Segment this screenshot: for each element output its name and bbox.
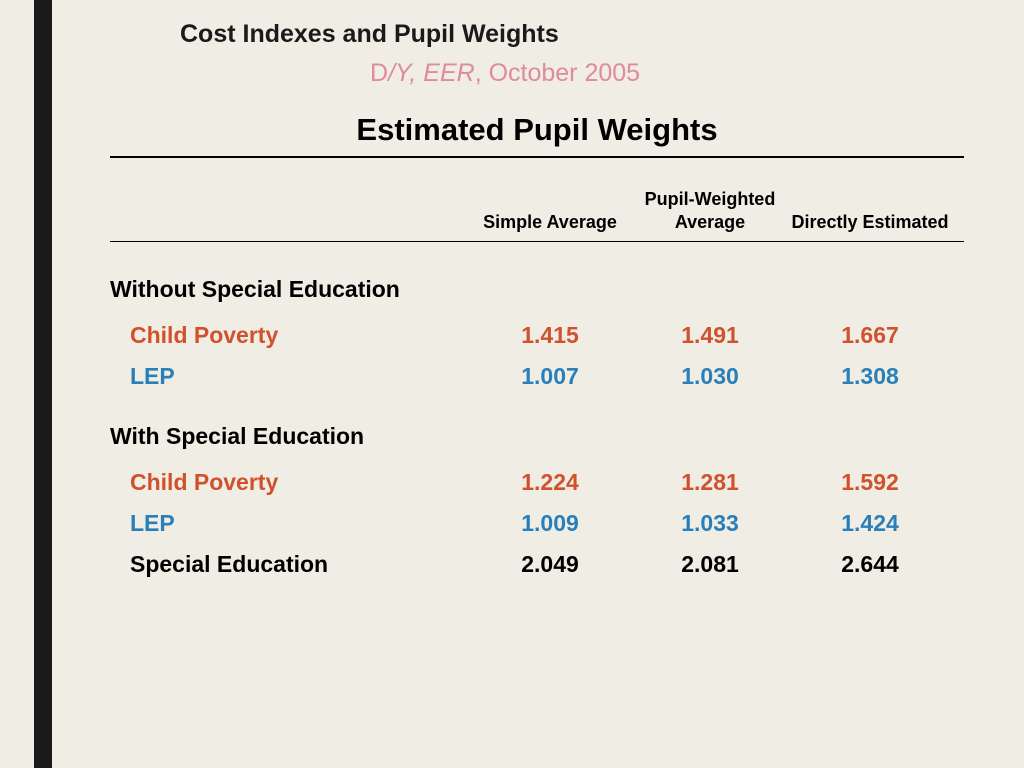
table-row: Special Education 2.049 2.081 2.644 <box>110 544 964 585</box>
cell: 1.667 <box>790 322 950 349</box>
slide-content: Cost Indexes and Pupil Weights D/Y, EER,… <box>90 20 984 585</box>
rule-top <box>110 156 964 158</box>
row-label: LEP <box>110 510 470 537</box>
cell: 1.415 <box>470 322 630 349</box>
cell: 1.424 <box>790 510 950 537</box>
rule-header <box>110 241 964 242</box>
section-label: With Special Education <box>110 417 964 462</box>
cell: 2.644 <box>790 551 950 578</box>
row-label: Special Education <box>110 551 470 578</box>
cell: 1.224 <box>470 469 630 496</box>
cell: 1.007 <box>470 363 630 390</box>
cell: 1.033 <box>630 510 790 537</box>
cell: 1.308 <box>790 363 950 390</box>
cell: 1.281 <box>630 469 790 496</box>
slide-header-title: Cost Indexes and Pupil Weights <box>180 20 984 49</box>
weights-table: Simple Average Pupil-Weighted Average Di… <box>90 188 984 241</box>
row-label: Child Poverty <box>110 322 470 349</box>
cell: 1.009 <box>470 510 630 537</box>
cell: 2.049 <box>470 551 630 578</box>
col-header-weighted: Pupil-Weighted Average <box>630 188 790 241</box>
cell: 2.081 <box>630 551 790 578</box>
cell: 1.491 <box>630 322 790 349</box>
row-label: Child Poverty <box>110 469 470 496</box>
slide-header-subtitle: D/Y, EER, October 2005 <box>370 59 984 88</box>
subtitle-italic: /Y, EER <box>388 59 475 87</box>
subtitle-part2: , October 2005 <box>475 59 640 87</box>
table-row: LEP 1.007 1.030 1.308 <box>110 356 964 397</box>
table-header-row: Simple Average Pupil-Weighted Average Di… <box>110 188 964 241</box>
cell: 1.030 <box>630 363 790 390</box>
table-title: Estimated Pupil Weights <box>90 112 984 148</box>
table-row: LEP 1.009 1.033 1.424 <box>110 503 964 544</box>
table-body: Without Special Education Child Poverty … <box>90 270 984 585</box>
row-label: LEP <box>110 363 470 390</box>
accent-stripe <box>34 0 52 768</box>
table-row: Child Poverty 1.415 1.491 1.667 <box>110 315 964 356</box>
section-label: Without Special Education <box>110 270 964 315</box>
table-row: Child Poverty 1.224 1.281 1.592 <box>110 462 964 503</box>
cell: 1.592 <box>790 469 950 496</box>
subtitle-part1: D <box>370 59 388 87</box>
col-header-simple: Simple Average <box>470 211 630 242</box>
col-header-direct: Directly Estimated <box>790 211 950 242</box>
